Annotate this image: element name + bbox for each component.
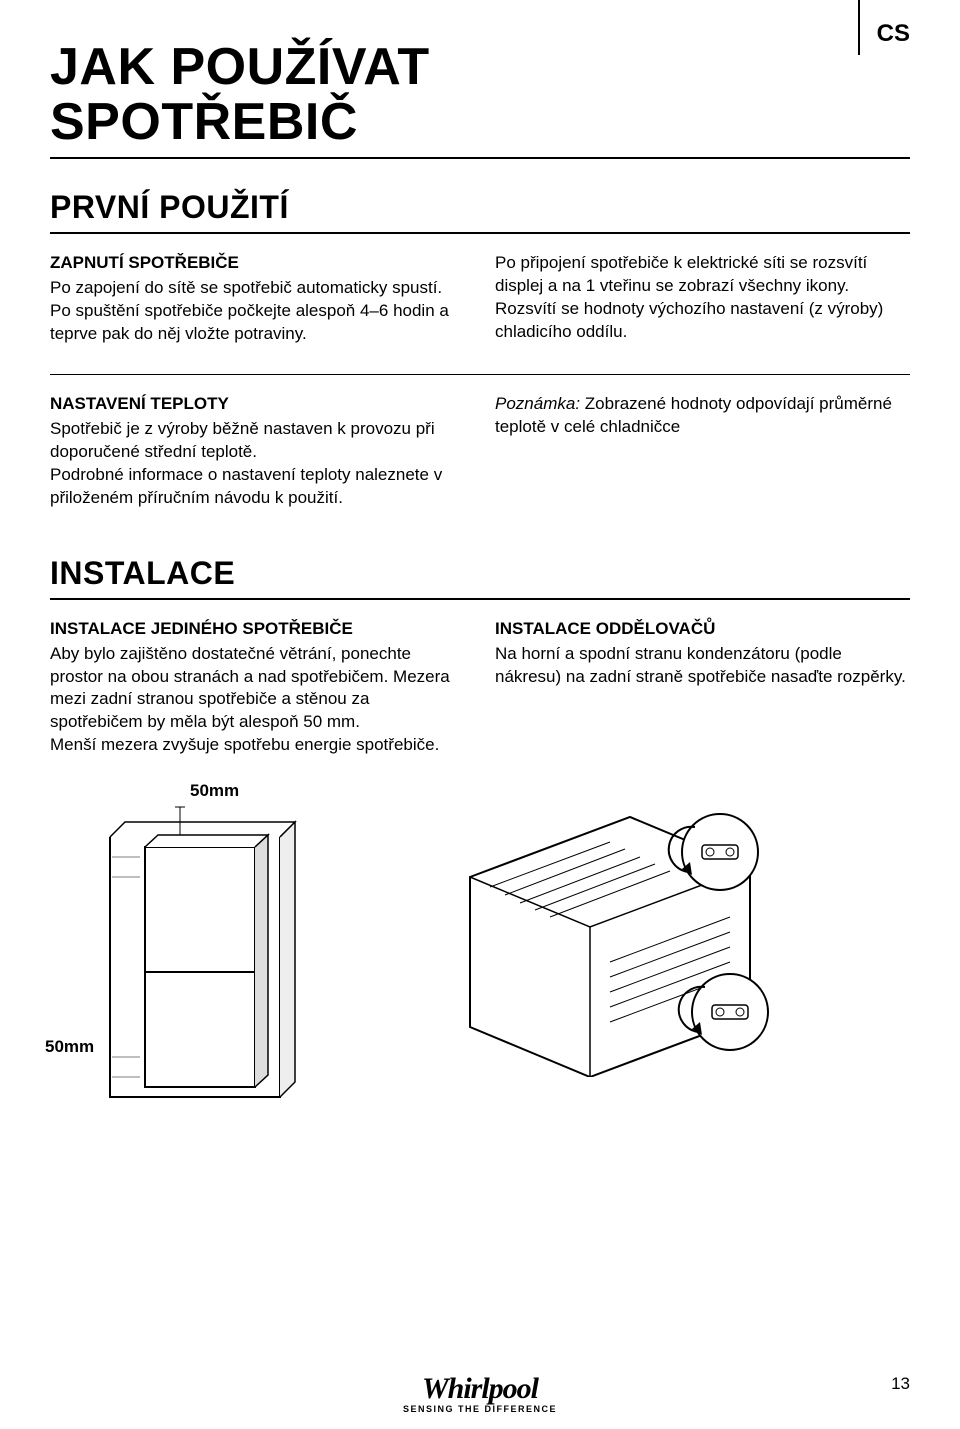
turn-on-body: Po zapojení do sítě se spotřebič automat… xyxy=(50,277,465,346)
installation-right: INSTALACE ODDĚLOVAČŮ Na horní a spodní s… xyxy=(495,618,910,758)
connection-body: Po připojení spotřebiče k elektrické sít… xyxy=(495,252,910,344)
temperature-right: Poznámka: Zobrazené hodnoty odpovídají p… xyxy=(495,393,910,510)
left-gap-label: 50mm xyxy=(45,1037,94,1057)
spacers-heading: INSTALACE ODDĚLOVAČŮ xyxy=(495,618,910,641)
brand-logo: Whirlpool xyxy=(0,1372,960,1406)
title-underline xyxy=(50,157,910,159)
note-prefix: Poznámka: xyxy=(495,394,580,413)
condenser-spacer-icon xyxy=(410,797,810,1077)
section-underline xyxy=(50,598,910,600)
section-installation-title: INSTALACE xyxy=(50,555,910,592)
top-gap-label: 50mm xyxy=(190,781,239,801)
temperature-heading: NASTAVENÍ TEPLOTY xyxy=(50,393,465,416)
installation-left: INSTALACE JEDINÉHO SPOTŘEBIČE Aby bylo z… xyxy=(50,618,465,758)
single-appliance-body: Aby bylo zajištěno dostatečné větrání, p… xyxy=(50,643,465,758)
title-line-1: JAK POUŽÍVAT xyxy=(50,38,430,96)
brand-footer: Whirlpool SENSING THE DIFFERENCE xyxy=(0,1372,960,1414)
fridge-clearance-icon xyxy=(50,777,350,1117)
section-first-use-title: PRVNÍ POUŽITÍ xyxy=(50,189,910,226)
single-appliance-heading: INSTALACE JEDINÉHO SPOTŘEBIČE xyxy=(50,618,465,641)
brand-tagline: SENSING THE DIFFERENCE xyxy=(0,1404,960,1414)
top-vertical-rule xyxy=(858,0,860,55)
temperature-columns: NASTAVENÍ TEPLOTY Spotřebič je z výroby … xyxy=(50,393,910,510)
temperature-body: Spotřebič je z výroby běžně nastaven k p… xyxy=(50,418,465,510)
installation-columns: INSTALACE JEDINÉHO SPOTŘEBIČE Aby bylo z… xyxy=(50,618,910,758)
spacer-diagram xyxy=(410,797,810,1077)
turn-on-heading: ZAPNUTÍ SPOTŘEBIČE xyxy=(50,252,465,275)
clearance-diagram: 50mm 50mm xyxy=(50,777,350,1117)
page-title: JAK POUŽÍVAT SPOTŘEBIČ xyxy=(50,40,910,149)
thin-rule xyxy=(50,374,910,375)
first-use-right: Po připojení spotřebiče k elektrické sít… xyxy=(495,252,910,346)
first-use-left: ZAPNUTÍ SPOTŘEBIČE Po zapojení do sítě s… xyxy=(50,252,465,346)
section-underline xyxy=(50,232,910,234)
figures-row: 50mm 50mm xyxy=(50,777,910,1117)
language-tag: CS xyxy=(877,20,910,48)
title-line-2: SPOTŘEBIČ xyxy=(50,93,358,151)
spacers-body: Na horní a spodní stranu kondenzátoru (p… xyxy=(495,643,910,689)
first-use-columns: ZAPNUTÍ SPOTŘEBIČE Po zapojení do sítě s… xyxy=(50,252,910,346)
temperature-left: NASTAVENÍ TEPLOTY Spotřebič je z výroby … xyxy=(50,393,465,510)
